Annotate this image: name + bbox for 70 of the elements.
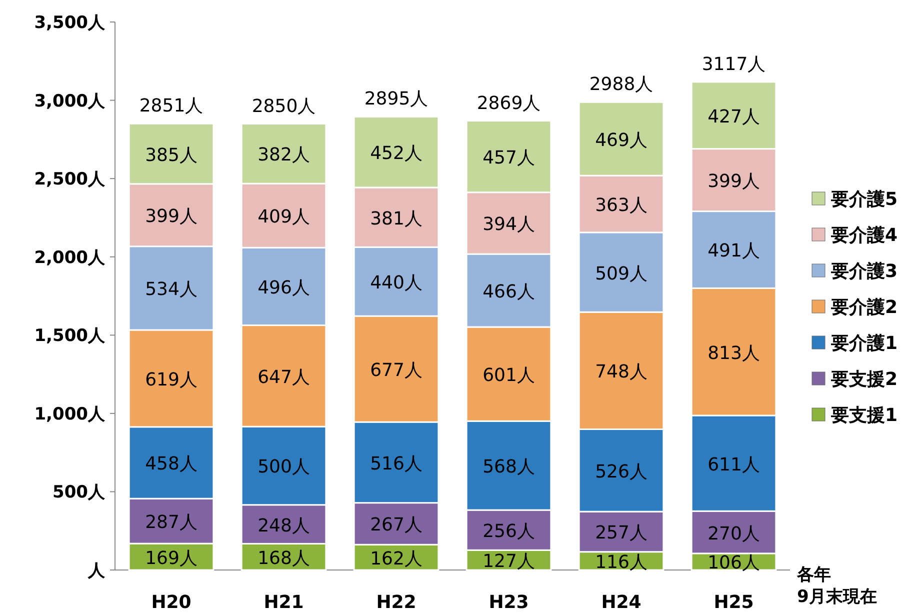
legend-label: 要支援2 [830,369,898,390]
legend-label: 要支援1 [830,405,898,426]
y-tick-label: 人 [87,561,106,581]
data-label: 534人 [145,279,198,300]
total-label: 2850人 [252,96,316,117]
y-tick-label: 3,500人 [34,13,106,33]
data-label: 491人 [708,240,760,262]
data-label: 381人 [370,208,422,230]
data-label: 427人 [708,106,760,128]
data-label: 116人 [595,552,648,573]
data-label: 500人 [258,456,310,478]
y-tick-label: 1,000人 [34,404,106,424]
data-label: 399人 [145,206,198,228]
legend-label: 要介護4 [830,225,898,246]
total-label: 2851人 [139,96,204,117]
x-tick-label: H23 [488,592,529,613]
data-label: 409人 [258,206,310,228]
data-label: 466人 [482,282,535,303]
y-tick-label: 500人 [52,482,106,503]
x-tick-label: H25 [714,592,754,613]
data-label: 496人 [258,277,310,298]
y-tick-label: 3,000人 [34,91,106,112]
x-tick-label: H21 [264,592,304,613]
legend-label: 要介護3 [830,261,898,282]
text: 各年 9月末現在 [796,565,877,607]
y-tick-label: 2,500人 [34,170,106,190]
total-label: 2895人 [364,88,428,110]
data-label: 248人 [258,515,310,536]
total-label: 2869人 [476,92,541,114]
data-label: 568人 [482,456,535,478]
y-tick-label: 1,500人 [34,326,106,346]
total-label: 3117人 [702,54,766,75]
legend-label: 要介護2 [830,297,898,318]
data-label: 382人 [258,144,310,166]
data-label: 267人 [370,514,422,536]
data-label: 647人 [258,366,310,388]
legend-label: 要介護5 [830,189,898,210]
data-label: 813人 [708,342,760,364]
data-label: 611人 [708,454,760,476]
legend-label: 要介護1 [830,333,898,354]
data-label: 270人 [708,523,760,544]
data-label: 169人 [145,548,198,569]
data-label: 457人 [482,148,535,169]
data-label: 677人 [370,360,422,382]
data-label: 516人 [370,453,422,474]
x-tick-label: H20 [151,592,192,613]
data-label: 287人 [145,512,198,534]
data-label: 363人 [595,195,648,216]
x-tick-label: H22 [376,592,416,613]
data-label: 619人 [145,369,198,390]
data-label: 168人 [258,548,310,569]
data-label: 256人 [482,521,535,542]
total-label: 2988人 [589,74,654,96]
data-label: 509人 [595,263,648,284]
data-label: 257人 [595,522,648,544]
data-label: 385人 [145,144,198,166]
data-label: 469人 [595,130,648,151]
data-label: 399人 [708,171,760,192]
y-tick-label: 2,000人 [34,248,106,268]
data-label: 394人 [482,214,535,236]
data-label: 526人 [595,461,648,482]
data-label: 452人 [370,143,422,164]
data-label: 748人 [595,362,648,383]
data-label: 162人 [370,548,422,570]
data-label: 127人 [482,551,535,572]
data-label: 440人 [370,272,422,294]
data-label: 458人 [145,454,198,475]
x-tick-label: H24 [601,592,642,613]
data-label: 106人 [708,552,760,574]
data-label: 601人 [482,365,535,386]
